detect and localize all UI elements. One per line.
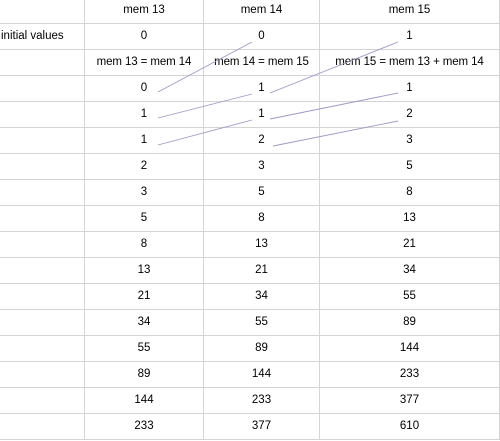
cell-r13-row-label[interactable] <box>0 336 85 362</box>
value-row9-mem14[interactable]: 55 <box>204 310 320 336</box>
cell-r4-row-label[interactable] <box>0 102 85 128</box>
value-row13-mem15[interactable]: 610 <box>320 414 500 440</box>
value-row12-mem14[interactable]: 233 <box>204 388 320 414</box>
formula-mem13[interactable]: mem 13 = mem 14 <box>85 50 204 76</box>
initial-value-mem13[interactable]: 0 <box>85 24 204 50</box>
cell-r2-row-label[interactable] <box>0 50 85 76</box>
value-row2-mem13[interactable]: 1 <box>85 128 204 154</box>
initial-value-mem14[interactable]: 0 <box>204 24 320 50</box>
cell-r8-row-label[interactable] <box>0 206 85 232</box>
value-row12-mem15[interactable]: 377 <box>320 388 500 414</box>
value-row2-mem14[interactable]: 2 <box>204 128 320 154</box>
value-row6-mem13[interactable]: 8 <box>85 232 204 258</box>
cell-r12-row-label[interactable] <box>0 310 85 336</box>
value-row1-mem15[interactable]: 2 <box>320 102 500 128</box>
value-row10-mem13[interactable]: 55 <box>85 336 204 362</box>
value-row0-mem14[interactable]: 1 <box>204 76 320 102</box>
header-mem14[interactable]: mem 14 <box>204 0 320 24</box>
cell-r3-row-label[interactable] <box>0 76 85 102</box>
cell-r16-row-label[interactable] <box>0 414 85 440</box>
cell-r5-row-label[interactable] <box>0 128 85 154</box>
value-row3-mem14[interactable]: 3 <box>204 154 320 180</box>
cell-r9-row-label[interactable] <box>0 232 85 258</box>
initial-values-label[interactable]: initial values <box>0 24 85 50</box>
value-row10-mem15[interactable]: 144 <box>320 336 500 362</box>
value-row3-mem15[interactable]: 5 <box>320 154 500 180</box>
initial-value-mem15[interactable]: 1 <box>320 24 500 50</box>
value-row4-mem14[interactable]: 5 <box>204 180 320 206</box>
value-row3-mem13[interactable]: 2 <box>85 154 204 180</box>
cell-r15-row-label[interactable] <box>0 388 85 414</box>
value-row4-mem13[interactable]: 3 <box>85 180 204 206</box>
cell-r7-row-label[interactable] <box>0 180 85 206</box>
value-row13-mem14[interactable]: 377 <box>204 414 320 440</box>
value-row1-mem13[interactable]: 1 <box>85 102 204 128</box>
cell-r10-row-label[interactable] <box>0 258 85 284</box>
header-mem15[interactable]: mem 15 <box>320 0 500 24</box>
formula-mem15[interactable]: mem 15 = mem 13 + mem 14 <box>320 50 500 76</box>
value-row9-mem15[interactable]: 89 <box>320 310 500 336</box>
cell-r14-row-label[interactable] <box>0 362 85 388</box>
value-row5-mem15[interactable]: 13 <box>320 206 500 232</box>
value-row5-mem14[interactable]: 8 <box>204 206 320 232</box>
value-row12-mem13[interactable]: 144 <box>85 388 204 414</box>
value-row11-mem15[interactable]: 233 <box>320 362 500 388</box>
value-row0-mem15[interactable]: 1 <box>320 76 500 102</box>
value-row1-mem14[interactable]: 1 <box>204 102 320 128</box>
header-mem13[interactable]: mem 13 <box>85 0 204 24</box>
value-row7-mem14[interactable]: 21 <box>204 258 320 284</box>
value-row13-mem13[interactable]: 233 <box>85 414 204 440</box>
value-row4-mem15[interactable]: 8 <box>320 180 500 206</box>
value-row10-mem14[interactable]: 89 <box>204 336 320 362</box>
value-row6-mem14[interactable]: 13 <box>204 232 320 258</box>
value-row8-mem14[interactable]: 34 <box>204 284 320 310</box>
value-row2-mem15[interactable]: 3 <box>320 128 500 154</box>
value-row9-mem13[interactable]: 34 <box>85 310 204 336</box>
value-row7-mem15[interactable]: 34 <box>320 258 500 284</box>
formula-mem14[interactable]: mem 14 = mem 15 <box>204 50 320 76</box>
value-row11-mem14[interactable]: 144 <box>204 362 320 388</box>
value-row8-mem13[interactable]: 21 <box>85 284 204 310</box>
value-row8-mem15[interactable]: 55 <box>320 284 500 310</box>
value-row0-mem13[interactable]: 0 <box>85 76 204 102</box>
value-row6-mem15[interactable]: 21 <box>320 232 500 258</box>
value-row5-mem13[interactable]: 5 <box>85 206 204 232</box>
value-row11-mem13[interactable]: 89 <box>85 362 204 388</box>
cell-r6-row-label[interactable] <box>0 154 85 180</box>
value-row7-mem13[interactable]: 13 <box>85 258 204 284</box>
header-row-label[interactable] <box>0 0 85 24</box>
cell-r11-row-label[interactable] <box>0 284 85 310</box>
